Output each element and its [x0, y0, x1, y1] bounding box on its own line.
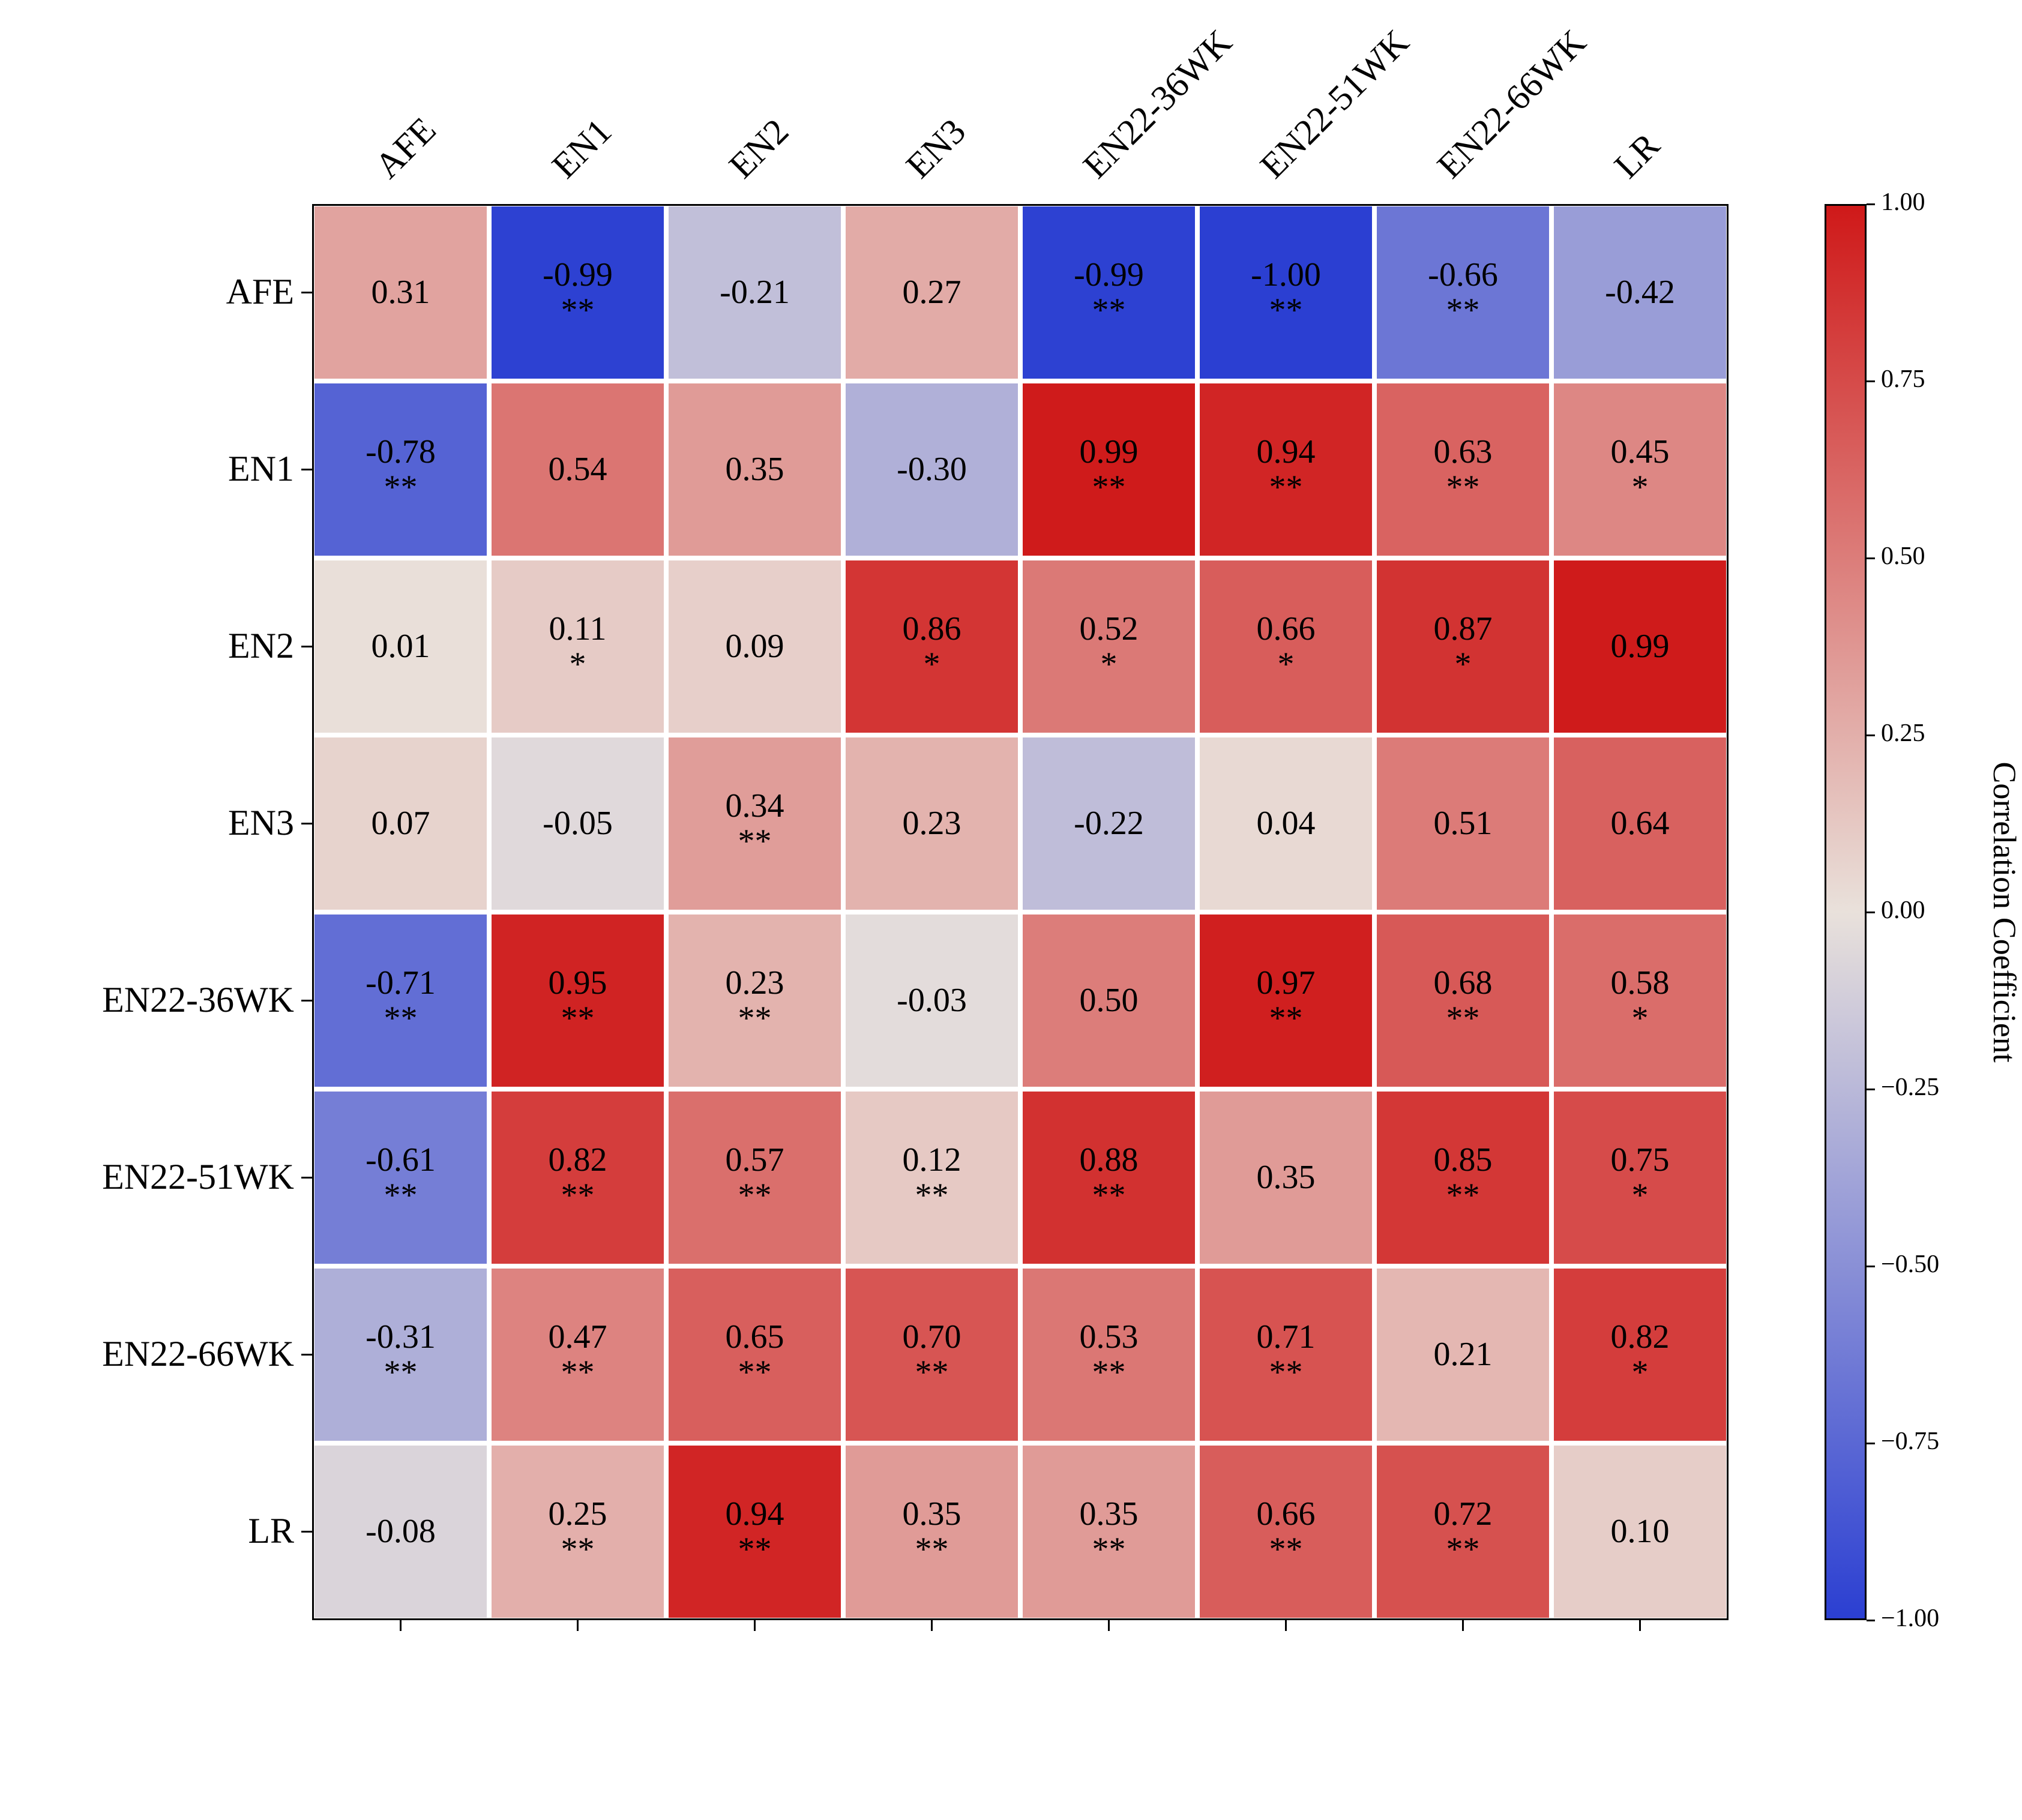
column-label: EN22-36WK — [1075, 22, 1240, 187]
y-tick — [301, 1354, 312, 1356]
row-label: EN22-36WK — [102, 979, 294, 1021]
column-label: AFE — [367, 109, 444, 187]
x-tick — [1639, 1620, 1641, 1631]
colorbar-tick-label: −1.00 — [1881, 1604, 1939, 1633]
row-label: EN1 — [228, 448, 294, 490]
colorbar-tick-label: −0.25 — [1881, 1073, 1939, 1102]
colorbar-tick — [1867, 203, 1875, 205]
x-tick — [1108, 1620, 1110, 1631]
y-tick — [301, 646, 312, 647]
column-label: EN1 — [544, 110, 620, 187]
y-tick — [301, 823, 312, 824]
heatmap-outer-border — [312, 204, 1729, 1620]
y-tick — [301, 1531, 312, 1533]
colorbar-tick — [1867, 557, 1875, 559]
row-label: EN22-51WK — [102, 1156, 294, 1198]
x-tick — [577, 1620, 579, 1631]
colorbar-tick-label: 0.75 — [1881, 365, 1925, 394]
colorbar-tick-label: 0.50 — [1881, 542, 1925, 571]
y-tick — [301, 1000, 312, 1002]
colorbar-tick — [1867, 1443, 1875, 1444]
column-label: EN2 — [721, 110, 797, 187]
y-tick — [301, 292, 312, 293]
row-label: EN3 — [228, 802, 294, 844]
x-tick — [1462, 1620, 1464, 1631]
column-label: EN3 — [898, 110, 974, 187]
colorbar-tick — [1867, 1266, 1875, 1267]
row-label: EN22-66WK — [102, 1333, 294, 1375]
colorbar-gradient — [1825, 204, 1867, 1620]
colorbar-tick-label: 1.00 — [1881, 188, 1925, 217]
x-tick — [754, 1620, 756, 1631]
chart-container: 0.31-0.99**-0.210.27-0.99**-1.00**-0.66*… — [0, 0, 2022, 1820]
row-label: LR — [248, 1510, 294, 1552]
colorbar-tick-label: −0.50 — [1881, 1250, 1939, 1279]
x-tick — [931, 1620, 933, 1631]
colorbar-tick-label: 0.25 — [1881, 719, 1925, 748]
x-tick — [1285, 1620, 1287, 1631]
colorbar-tick-label: 0.00 — [1881, 896, 1925, 925]
row-label: AFE — [226, 271, 294, 313]
column-label: EN22-66WK — [1429, 22, 1594, 187]
colorbar-title: Correlation Coefficient — [1986, 761, 2022, 1062]
column-label: LR — [1606, 125, 1668, 187]
y-tick — [301, 1177, 312, 1179]
x-tick — [400, 1620, 402, 1631]
column-label: EN22-51WK — [1252, 22, 1417, 187]
colorbar-tick — [1867, 734, 1875, 736]
colorbar-tick — [1867, 1089, 1875, 1090]
colorbar-tick — [1867, 380, 1875, 382]
colorbar-tick — [1867, 1620, 1875, 1621]
y-tick — [301, 469, 312, 470]
row-label: EN2 — [228, 625, 294, 667]
colorbar-tick — [1867, 912, 1875, 913]
colorbar-tick-label: −0.75 — [1881, 1427, 1939, 1456]
colorbar-area: 1.000.750.500.250.00−0.25−0.50−0.75−1.00 — [1825, 204, 1987, 1620]
